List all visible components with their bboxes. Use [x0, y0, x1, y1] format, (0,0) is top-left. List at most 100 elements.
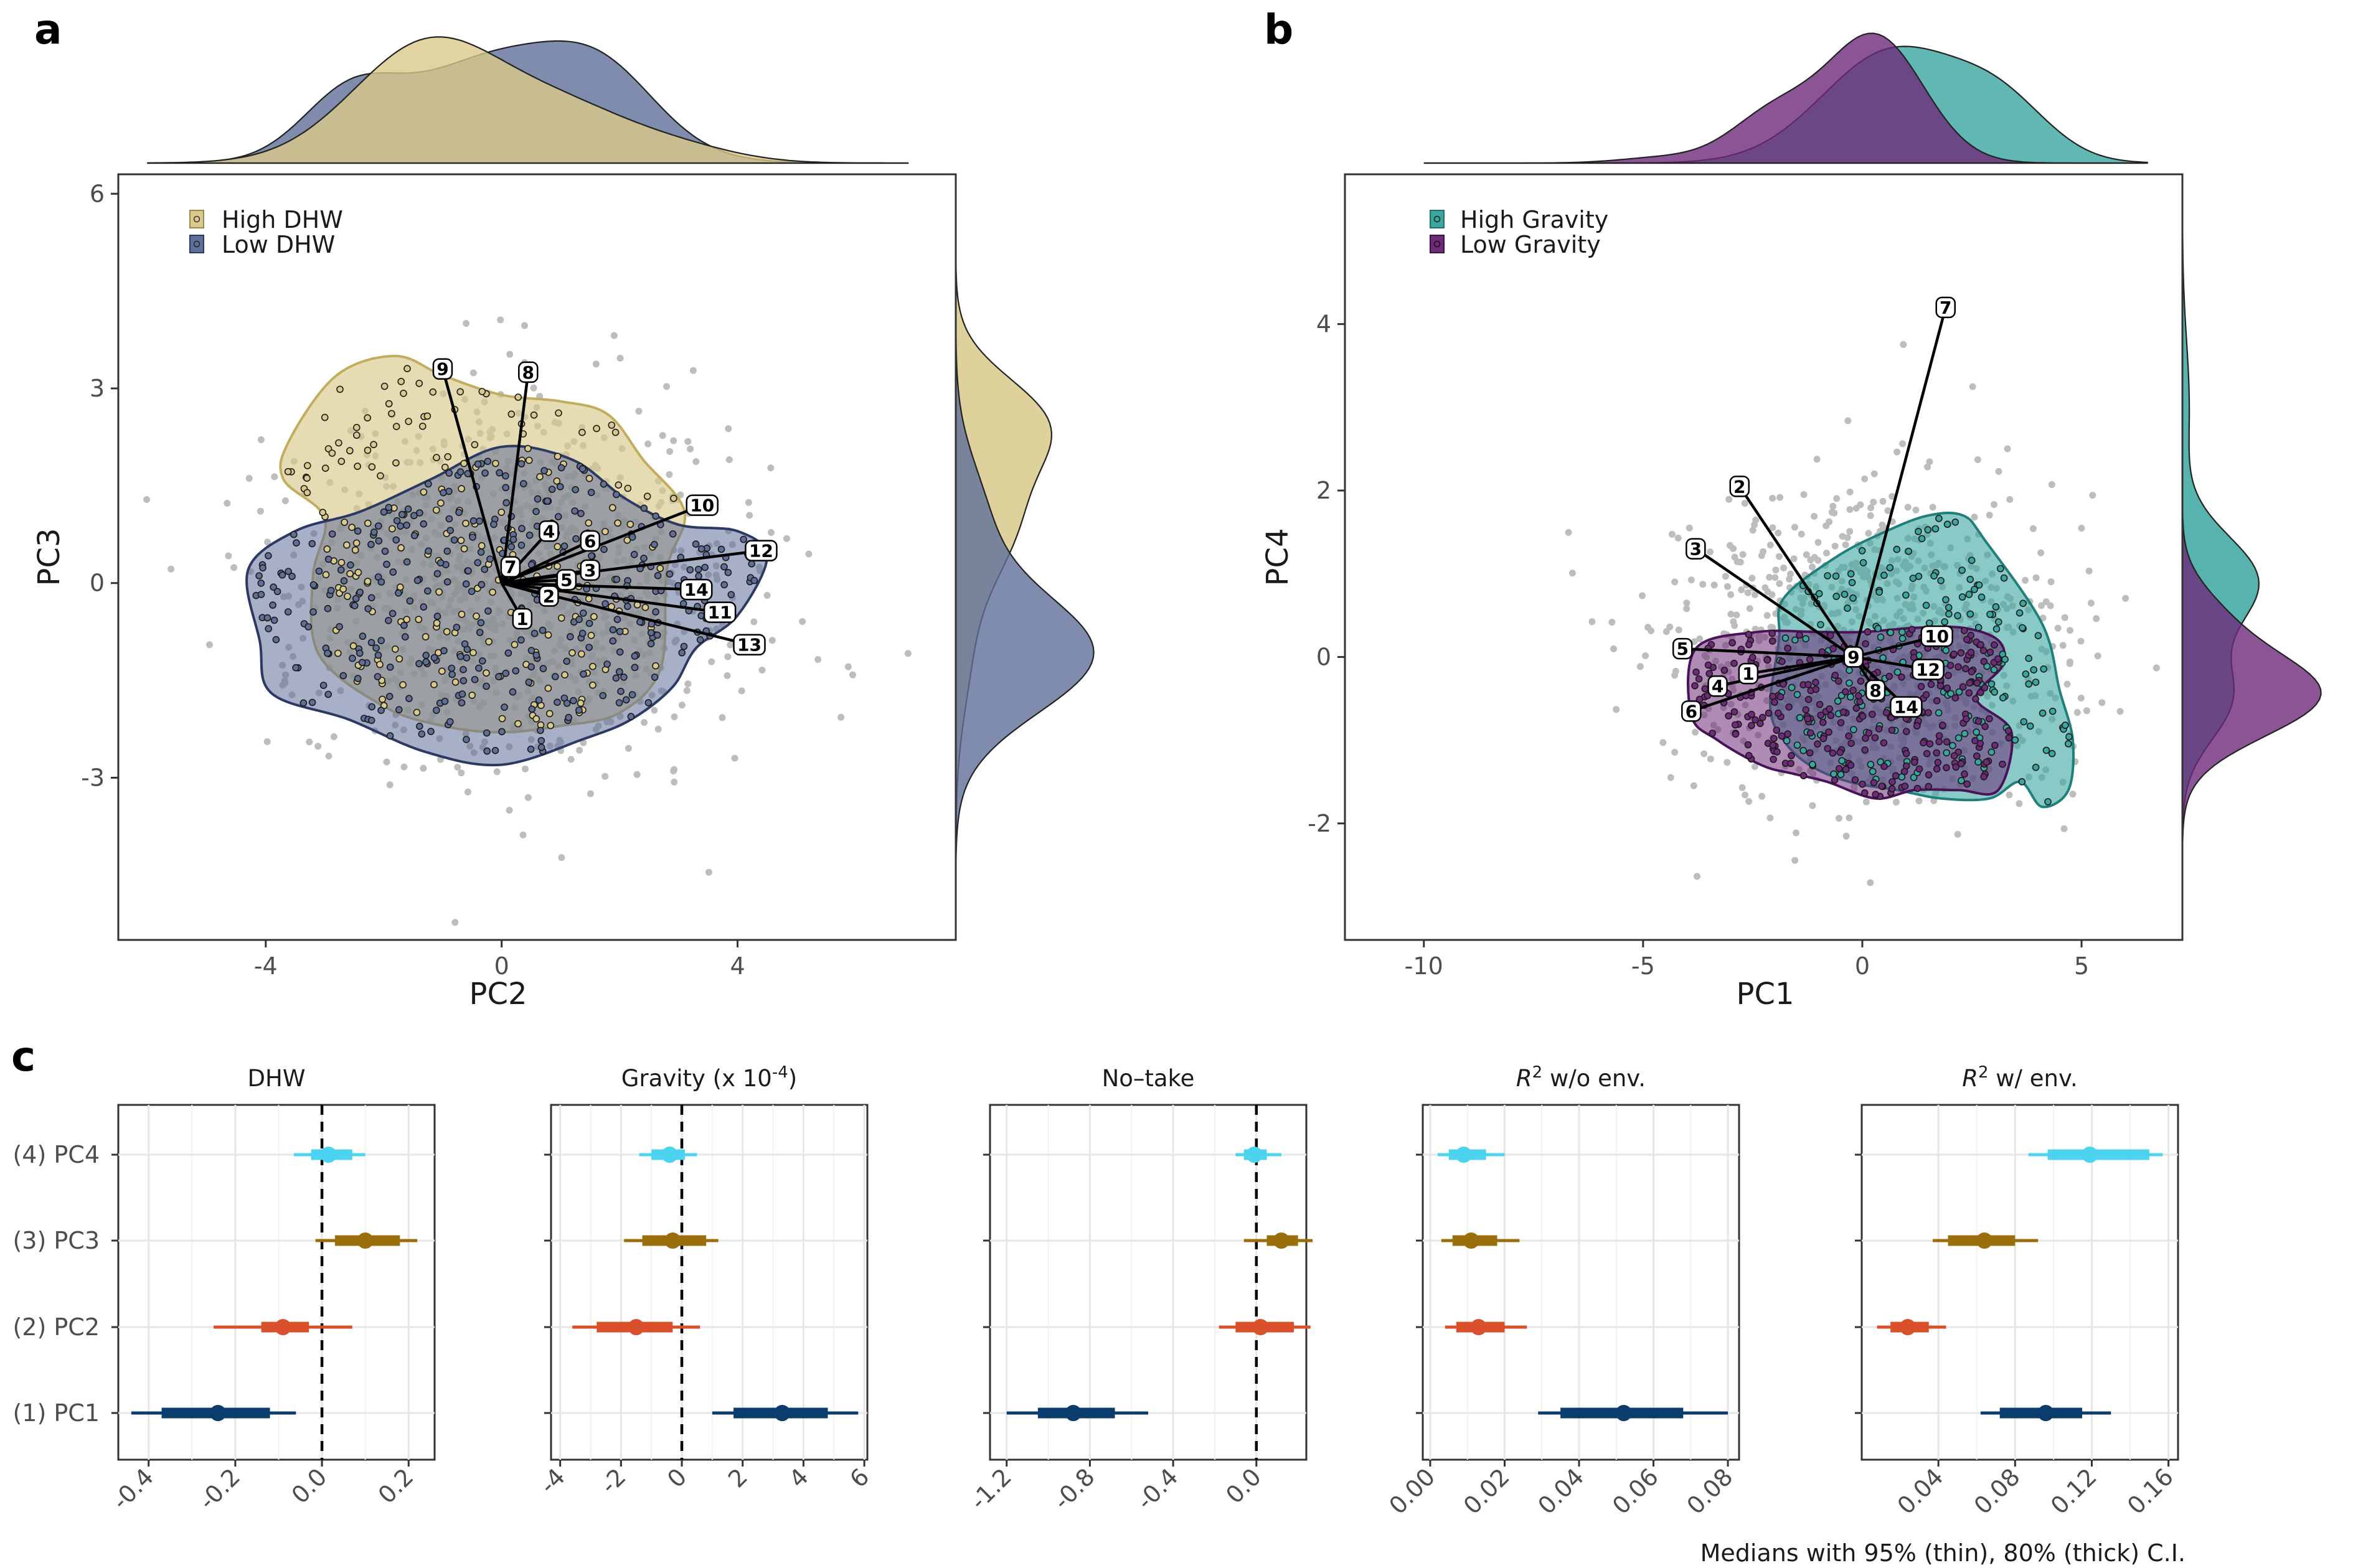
x-tick-label: -10	[1405, 952, 1443, 980]
series-point	[1987, 611, 1993, 617]
series-point	[2065, 741, 2072, 747]
background-point	[719, 714, 726, 721]
series-point	[1955, 613, 1961, 619]
series-point	[1934, 766, 1940, 772]
series-point	[1940, 722, 1946, 728]
background-point	[1690, 782, 1697, 789]
series-point	[493, 461, 499, 467]
series-point	[1862, 641, 1869, 647]
series-point	[338, 560, 344, 566]
series-point	[533, 509, 539, 515]
median-point	[210, 1406, 225, 1420]
series-point	[375, 538, 382, 544]
background-point	[2078, 695, 2085, 702]
facet: Gravity (x 10-4)-4 -2 0 2 4 6	[534, 1063, 874, 1499]
series-point	[697, 637, 704, 643]
series-point	[1923, 692, 1929, 698]
series-point	[586, 596, 592, 602]
series-point	[496, 470, 502, 476]
series-point	[1794, 742, 1801, 748]
series-point	[347, 448, 353, 454]
x-tick-label: -4	[534, 1463, 570, 1499]
legend-label-high-dhw: High DHW	[222, 206, 343, 233]
series-point	[463, 655, 469, 661]
series-point	[1902, 769, 1908, 775]
background-point	[387, 781, 394, 788]
series-point	[398, 545, 404, 551]
series-point	[1991, 667, 1997, 673]
background-point	[724, 672, 731, 679]
series-point	[365, 520, 371, 527]
background-point	[1969, 383, 1976, 390]
series-point	[341, 578, 347, 584]
series-point	[386, 401, 392, 407]
series-point	[1919, 535, 1925, 542]
series-point	[337, 386, 343, 392]
series-point	[1830, 646, 1836, 652]
series-point	[463, 736, 469, 743]
series-point	[365, 606, 371, 612]
background-point	[1659, 739, 1666, 746]
legend-label-low-dhw: Low DHW	[222, 231, 335, 258]
series-point	[1925, 784, 1931, 790]
series-point	[479, 543, 485, 549]
background-point	[1814, 557, 1821, 564]
series-point	[1935, 759, 1941, 766]
loading-label: 1	[516, 609, 528, 629]
loading-label: 11	[708, 603, 732, 623]
series-point	[389, 410, 395, 416]
series-point	[453, 679, 459, 685]
series-point	[441, 647, 447, 654]
series-point	[1900, 636, 1906, 642]
series-point	[446, 470, 452, 476]
series-point	[679, 650, 685, 656]
background-point	[1893, 799, 1900, 805]
series-point	[621, 674, 627, 680]
legend-point-low-dhw	[194, 242, 200, 247]
background-point	[1731, 622, 1738, 629]
series-point	[590, 664, 596, 670]
series-point	[324, 606, 331, 612]
series-point	[1991, 689, 1997, 695]
series-point	[1968, 649, 1974, 655]
background-point	[1727, 591, 1734, 598]
series-point	[1847, 694, 1854, 700]
series-point	[1770, 742, 1776, 748]
background-point	[306, 738, 313, 745]
loading-label: 3	[1690, 539, 1702, 560]
panel-a-top-density	[148, 37, 908, 163]
series-point	[2002, 656, 2008, 662]
series-point	[645, 700, 651, 706]
series-point	[653, 513, 659, 519]
series-point	[631, 653, 638, 659]
series-point	[2019, 625, 2025, 631]
series-point	[425, 481, 431, 487]
series-point	[1961, 771, 1968, 777]
series-point	[393, 460, 399, 466]
series-point	[1878, 634, 1884, 641]
series-point	[387, 664, 394, 670]
background-point	[1793, 830, 1799, 837]
series-point	[2012, 737, 2018, 743]
background-point	[1905, 504, 1912, 510]
median-point	[663, 1147, 677, 1162]
series-point	[304, 475, 310, 481]
background-point	[2043, 598, 2050, 605]
series-point	[1951, 753, 1958, 759]
series-point	[355, 570, 361, 576]
background-point	[1846, 506, 1853, 513]
background-point	[692, 458, 699, 465]
loading-label: 13	[737, 635, 762, 655]
background-point	[522, 766, 529, 772]
panel-a-x-axis-title: PC2	[469, 977, 527, 1012]
background-point	[1666, 624, 1673, 631]
background-point	[1867, 512, 1874, 519]
series-point	[501, 704, 507, 710]
series-point	[579, 430, 585, 436]
legend-point-high-gravity	[1435, 217, 1440, 222]
series-point	[438, 500, 444, 506]
series-point	[387, 693, 393, 700]
background-point	[1974, 456, 1981, 463]
background-point	[651, 707, 658, 714]
series-point	[289, 573, 295, 580]
